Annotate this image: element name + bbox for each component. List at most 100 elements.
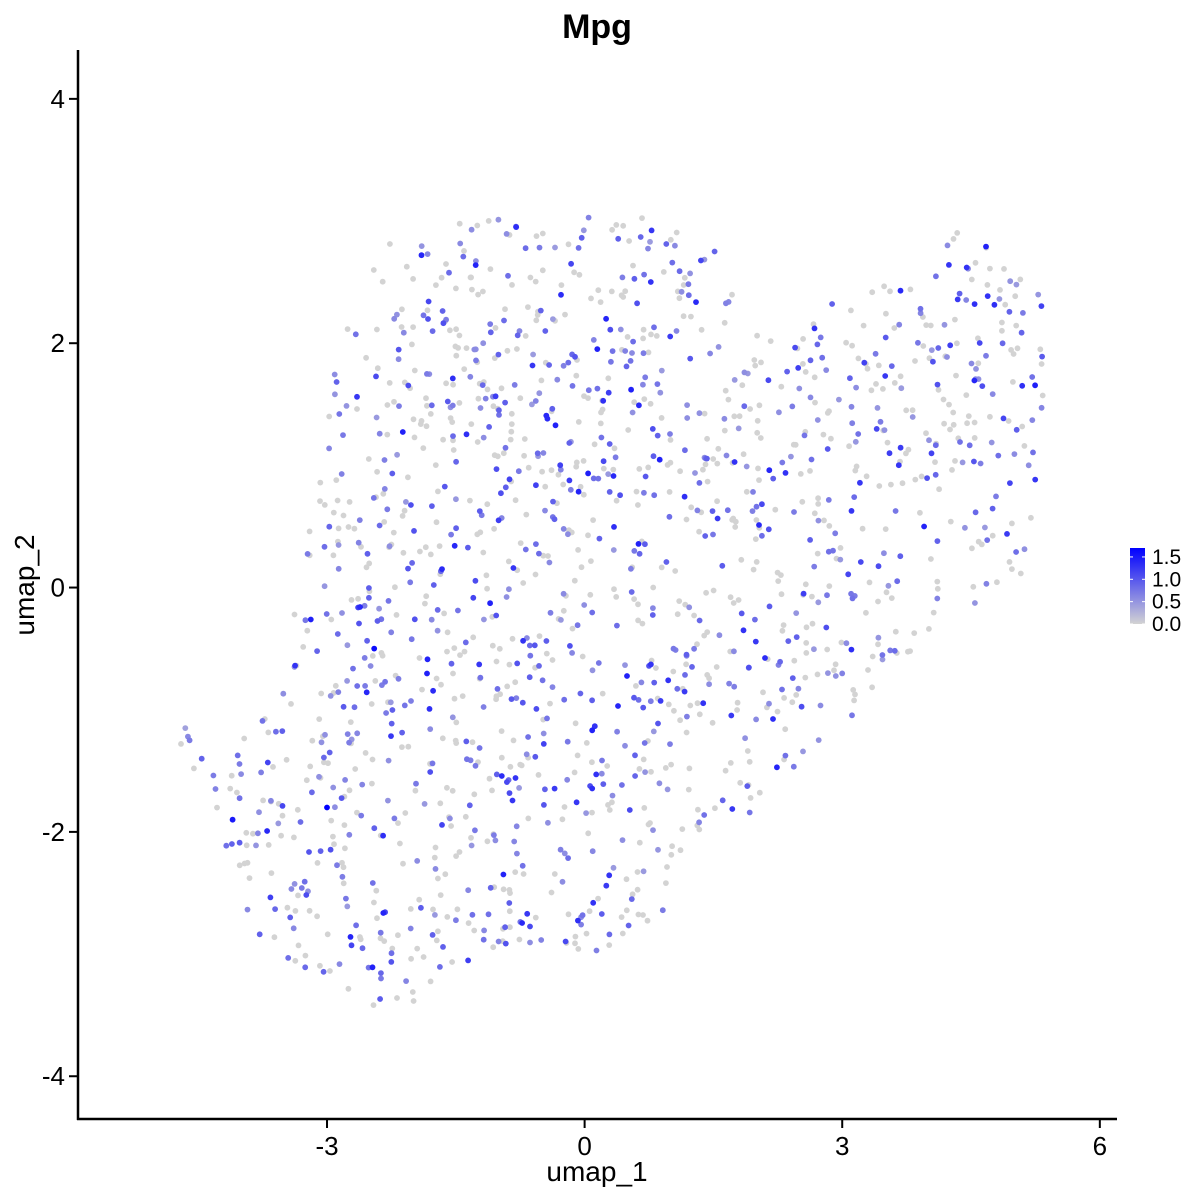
scatter-point <box>264 828 270 834</box>
scatter-point <box>448 660 455 667</box>
scatter-point <box>330 509 337 516</box>
scatter-point <box>772 506 779 513</box>
scatter-point <box>863 609 869 616</box>
scatter-point <box>307 616 314 623</box>
scatter-point <box>648 227 655 234</box>
scatter-point <box>503 231 510 237</box>
scatter-point <box>304 551 311 557</box>
scatter-point <box>354 406 360 412</box>
scatter-point <box>534 450 541 457</box>
scatter-point <box>391 398 397 405</box>
scatter-point <box>450 437 456 444</box>
scatter-point <box>334 497 341 504</box>
scatter-point <box>766 700 772 707</box>
scatter-point <box>435 928 441 935</box>
scatter-point <box>363 354 369 361</box>
scatter-point <box>468 421 475 427</box>
scatter-point <box>316 716 323 722</box>
scatter-point <box>459 693 466 699</box>
scatter-point <box>631 548 638 554</box>
scatter-point <box>613 594 620 600</box>
scatter-point <box>453 326 459 333</box>
scatter-point <box>714 460 721 467</box>
scatter-point <box>875 641 881 648</box>
scatter-point <box>691 645 697 652</box>
scatter-point <box>752 616 758 623</box>
scatter-point <box>573 463 580 470</box>
scatter-point <box>508 428 515 435</box>
scatter-point <box>824 592 830 599</box>
scatter-point <box>447 327 453 334</box>
y-tick-label: -2 <box>42 817 65 847</box>
scatter-point <box>676 295 683 302</box>
scatter-point <box>595 287 602 294</box>
scatter-point <box>306 849 312 855</box>
scatter-point <box>617 326 624 333</box>
scatter-point <box>527 939 533 946</box>
scatter-point <box>236 795 243 802</box>
scatter-point <box>857 479 863 486</box>
scatter-point <box>333 379 340 385</box>
scatter-point <box>969 545 975 552</box>
scatter-point <box>689 664 695 670</box>
scatter-point <box>923 322 930 328</box>
scatter-point <box>480 936 487 943</box>
scatter-point <box>356 620 362 627</box>
scatter-point <box>647 820 653 826</box>
scatter-point <box>655 846 661 853</box>
scatter-point <box>654 381 661 387</box>
scatter-point <box>420 954 427 960</box>
scatter-point <box>693 299 699 305</box>
scatter-point <box>791 657 798 664</box>
color-legend-bar <box>1130 548 1145 624</box>
scatter-point <box>896 321 903 328</box>
scatter-point <box>291 611 298 618</box>
scatter-point <box>905 648 911 655</box>
scatter-point <box>645 245 651 252</box>
scatter-point <box>431 854 438 861</box>
scatter-point <box>886 450 893 457</box>
scatter-point <box>533 233 540 240</box>
scatter-point <box>640 912 646 918</box>
scatter-point <box>611 586 617 593</box>
scatter-point <box>483 572 490 579</box>
scatter-point <box>758 359 764 366</box>
scatter-point <box>388 720 395 727</box>
scatter-point <box>520 637 526 644</box>
scatter-point <box>485 911 492 918</box>
scatter-point <box>788 453 794 460</box>
scatter-point <box>1021 546 1028 553</box>
scatter-point <box>930 609 937 616</box>
scatter-point <box>737 779 744 786</box>
scatter-point <box>508 410 515 417</box>
scatter-point <box>598 911 605 917</box>
scatter-point <box>549 405 556 412</box>
scatter-point <box>336 961 343 967</box>
scatter-point <box>628 565 634 572</box>
scatter-point <box>420 445 427 451</box>
scatter-point <box>861 359 868 366</box>
scatter-point <box>749 508 756 514</box>
scatter-point <box>613 222 620 228</box>
scatter-point <box>738 556 745 563</box>
scatter-point <box>642 374 649 381</box>
scatter-point <box>636 550 643 557</box>
scatter-point <box>510 737 517 744</box>
scatter-point <box>453 496 459 503</box>
scatter-point <box>704 478 711 485</box>
scatter-point <box>599 406 606 413</box>
scatter-point <box>440 436 446 443</box>
scatter-point <box>328 616 335 623</box>
scatter-point <box>803 640 810 646</box>
scatter-point <box>542 483 549 490</box>
scatter-point <box>423 423 430 430</box>
scatter-point <box>443 380 449 387</box>
legend-tick-label: 1.0 <box>1152 568 1181 591</box>
scatter-point <box>941 321 948 328</box>
scatter-point <box>326 749 333 756</box>
scatter-point <box>444 398 451 405</box>
scatter-point <box>306 907 313 914</box>
scatter-point <box>381 486 388 492</box>
scatter-point <box>317 479 324 486</box>
